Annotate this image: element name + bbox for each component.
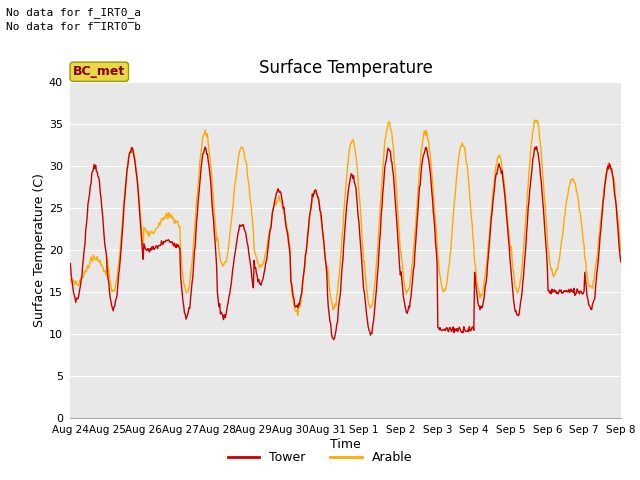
Title: Surface Temperature: Surface Temperature bbox=[259, 59, 433, 77]
Text: BC_met: BC_met bbox=[73, 65, 125, 78]
Legend: Tower, Arable: Tower, Arable bbox=[223, 446, 417, 469]
Text: No data for f̅IRT0̅b: No data for f̅IRT0̅b bbox=[6, 22, 141, 32]
Y-axis label: Surface Temperature (C): Surface Temperature (C) bbox=[33, 173, 46, 326]
Text: No data for f_IRT0_a: No data for f_IRT0_a bbox=[6, 7, 141, 18]
X-axis label: Time: Time bbox=[330, 438, 361, 451]
